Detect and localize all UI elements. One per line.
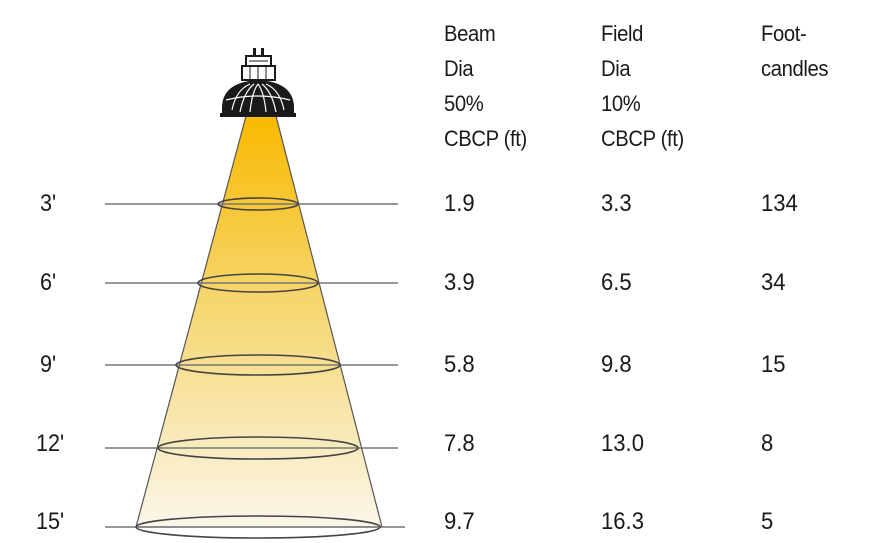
distance-lines bbox=[105, 203, 405, 528]
beam-ellipse-12 bbox=[157, 436, 359, 460]
field-dia-value: 16.3 bbox=[601, 508, 644, 535]
beam-dia-value: 9.7 bbox=[444, 508, 475, 535]
beam-ellipse-6 bbox=[197, 273, 319, 293]
beam-dia-value: 7.8 bbox=[444, 430, 475, 457]
footcandles-value: 5 bbox=[761, 508, 774, 535]
field-dia-value: 9.8 bbox=[601, 351, 632, 378]
field-dia-value: 3.3 bbox=[601, 190, 632, 217]
light-cone bbox=[135, 115, 383, 528]
footcandles-value: 134 bbox=[761, 190, 798, 217]
header-field-dia: Field Dia 10% CBCP (ft) bbox=[601, 21, 684, 151]
beam-ellipses bbox=[135, 197, 381, 539]
beam-dia-value: 5.8 bbox=[444, 351, 475, 378]
beam-dia-value: 1.9 bbox=[444, 190, 475, 217]
footcandles-value: 34 bbox=[761, 269, 786, 296]
header-footcandles: Foot- candles bbox=[761, 21, 829, 81]
distance-label: 15' bbox=[36, 508, 65, 535]
header-beam-dia: Beam Dia 50% CBCP (ft) bbox=[444, 21, 527, 151]
beam-dia-value: 3.9 bbox=[444, 269, 475, 296]
field-dia-value: 6.5 bbox=[601, 269, 632, 296]
field-dia-value: 13.0 bbox=[601, 430, 644, 457]
beam-ellipse-3 bbox=[217, 197, 299, 211]
distance-label: 3' bbox=[40, 190, 57, 217]
footcandles-value: 8 bbox=[761, 430, 774, 457]
distance-label: 9' bbox=[40, 351, 57, 378]
beam-ellipse-15 bbox=[135, 515, 381, 539]
distance-label: 12' bbox=[36, 430, 65, 457]
footcandles-value: 15 bbox=[761, 351, 786, 378]
distance-label: 6' bbox=[40, 269, 57, 296]
mr16-lamp-icon bbox=[220, 48, 296, 117]
beam-ellipse-9 bbox=[175, 354, 341, 376]
